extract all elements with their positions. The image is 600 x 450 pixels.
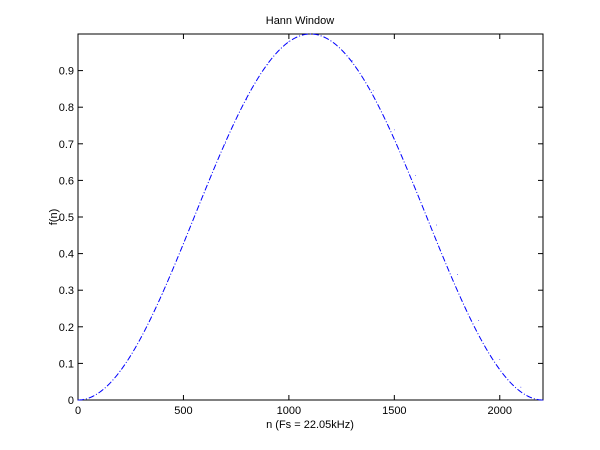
- series-point: [267, 64, 269, 66]
- y-tick-label: 0.4: [59, 249, 74, 261]
- series-point: [330, 40, 332, 42]
- series-point: [499, 358, 501, 360]
- x-axis-label: n (Fs = 22.05kHz): [266, 419, 354, 431]
- y-tick-label: 0.6: [59, 175, 74, 187]
- y-tick-label: 0.8: [59, 102, 74, 114]
- series-point: [436, 224, 437, 226]
- y-axis-ticks: 0 0.1 0.2 0.3 0.4 0.5 0.6 0.7 0.8 0.9: [59, 66, 543, 407]
- y-tick-label: 0: [68, 395, 74, 407]
- series-layer: [77, 33, 544, 401]
- series-point: [77, 399, 79, 401]
- series-point: [372, 90, 374, 92]
- x-tick-label: 2000: [488, 405, 512, 417]
- x-tick-label: 1000: [277, 405, 301, 417]
- y-axis-label: f(n): [48, 209, 60, 226]
- series-point: [478, 320, 480, 321]
- series-point: [351, 59, 353, 61]
- y-tick-label: 0.9: [59, 66, 74, 78]
- series-point: [225, 143, 227, 144]
- x-tick-label: 1500: [382, 405, 406, 417]
- y-tick-label: 0.1: [59, 358, 74, 370]
- series-point: [161, 293, 163, 294]
- chart-title: Hann Window: [266, 15, 335, 27]
- x-axis-ticks: 0 500 1000 1500 2000: [75, 34, 512, 417]
- series-point: [119, 370, 121, 372]
- series-point: [246, 99, 248, 101]
- series-point: [415, 175, 416, 177]
- series-point: [520, 386, 522, 388]
- plot-area: [77, 33, 544, 401]
- series-point: [393, 129, 395, 131]
- series-point: [183, 243, 184, 245]
- series-point: [98, 392, 100, 394]
- series-point: [288, 41, 290, 43]
- series-point: [457, 274, 458, 275]
- y-tick-label: 0.7: [59, 139, 74, 151]
- x-tick-label: 0: [75, 405, 81, 417]
- series-point: [310, 33, 312, 35]
- series-point: [542, 399, 544, 401]
- y-tick-label: 0.2: [59, 322, 74, 334]
- y-tick-label: 0.5: [59, 212, 74, 224]
- series-point: [204, 192, 205, 194]
- series-point: [140, 336, 142, 338]
- y-tick-label: 0.3: [59, 285, 74, 297]
- x-tick-label: 500: [174, 405, 192, 417]
